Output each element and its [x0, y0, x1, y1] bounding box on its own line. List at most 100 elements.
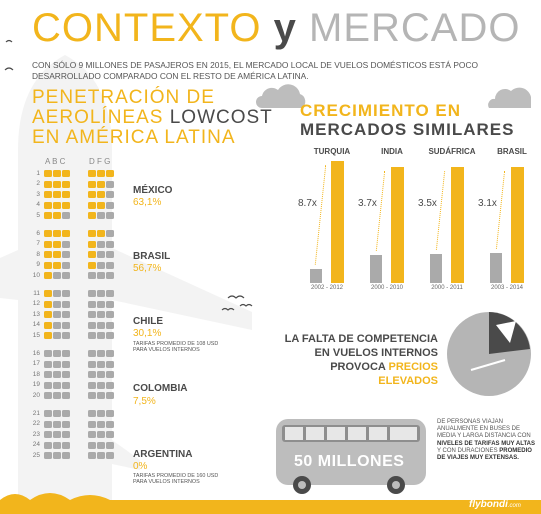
seat	[53, 350, 61, 357]
seat	[97, 431, 105, 439]
seat	[106, 441, 114, 449]
seat	[97, 170, 105, 177]
country-mexico: MÉXICO	[133, 185, 173, 196]
bus-label: 50 MILLONES	[294, 453, 405, 470]
seat	[53, 321, 61, 329]
bus-desc-part1: DE PERSONAS VIAJAN ANUALMENTE EN BUSES D…	[437, 419, 531, 440]
seat	[97, 381, 105, 389]
seat	[62, 381, 70, 389]
seat	[88, 452, 96, 460]
growth-period: 2000 - 2010	[370, 285, 404, 291]
seat	[97, 350, 105, 357]
seat	[88, 180, 96, 188]
seat	[97, 311, 105, 319]
price-pie-chart	[447, 312, 531, 396]
seat	[44, 360, 52, 368]
seat	[88, 392, 96, 400]
seat	[53, 272, 61, 280]
seat-column-header-left: A B C	[45, 157, 66, 166]
growth-period: 2003 - 2014	[490, 285, 524, 291]
bottom-band	[0, 493, 541, 514]
seat	[44, 212, 52, 220]
seat	[44, 300, 52, 308]
seat	[97, 201, 105, 209]
growth-bar-end	[331, 161, 344, 283]
seat	[106, 240, 114, 248]
growth-country-label: SUDÁFRICA	[428, 147, 476, 156]
seat	[62, 332, 70, 340]
note-chile-line2: PARA VUELOS INTERNOS	[133, 347, 200, 354]
flybondi-logo: flybondi.com	[469, 499, 521, 510]
seat	[106, 272, 114, 280]
seat	[53, 251, 61, 259]
seat-row-number: 19	[32, 381, 40, 389]
seat	[88, 272, 96, 280]
seat	[88, 350, 96, 357]
seat	[97, 272, 105, 280]
seat	[62, 420, 70, 428]
growth-multiplier: 3.5x	[418, 198, 437, 209]
seat	[44, 230, 52, 237]
seat	[62, 212, 70, 220]
seat	[88, 381, 96, 389]
competition-line1: LA FALTA DE COMPETENCIA	[284, 333, 438, 345]
seat-row-number: 15	[32, 331, 40, 339]
growth-country-label: TURQUIA	[313, 147, 351, 156]
seat	[97, 212, 105, 220]
seat	[97, 392, 105, 400]
growth-period: 2000 - 2011	[431, 285, 463, 291]
seat-row-number: 24	[32, 441, 40, 449]
seat	[88, 300, 96, 308]
seat	[44, 441, 52, 449]
seat	[97, 441, 105, 449]
seat	[106, 332, 114, 340]
note-argentina-line1: TARIFAS PROMEDIO DE 160 USD	[133, 473, 219, 479]
seat	[106, 300, 114, 308]
seat	[106, 201, 114, 209]
country-brasil: BRASIL	[133, 251, 171, 262]
country-argentina: ARGENTINA	[133, 449, 193, 460]
seat	[62, 311, 70, 319]
note-chile: TARIFAS PROMEDIO DE 108 USD PARA VUELOS …	[133, 341, 218, 354]
seat	[62, 191, 70, 199]
seat	[62, 452, 70, 460]
seat	[97, 230, 105, 237]
seat-row-number: 25	[32, 451, 40, 459]
seat-row-number: 9	[36, 261, 40, 269]
seat	[53, 381, 61, 389]
seat	[88, 261, 96, 269]
seat	[53, 360, 61, 368]
growth-bar-start	[430, 254, 442, 283]
growth-period: 2002 - 2012	[310, 285, 344, 291]
growth-multiplier: 3.7x	[358, 198, 377, 209]
seat	[62, 272, 70, 280]
penetration-title-line1: PENETRACIÓN DE	[32, 87, 215, 108]
seat	[97, 240, 105, 248]
growth-bar-end	[511, 167, 524, 283]
penetration-title-line3: EN AMÉRICA LATINA	[32, 127, 236, 148]
seat	[106, 321, 114, 329]
growth-bar-start	[310, 269, 322, 283]
seat-row-number: 2	[36, 180, 40, 188]
seat	[44, 381, 52, 389]
seat	[62, 290, 70, 297]
competition-line3: PROVOCA	[330, 361, 389, 373]
seat	[106, 251, 114, 259]
seat	[44, 251, 52, 259]
seat	[106, 180, 114, 188]
pct-mexico: 63,1%	[133, 197, 162, 208]
seat	[53, 332, 61, 340]
seat	[88, 371, 96, 379]
growth-multiplier: 3.1x	[478, 198, 497, 209]
pct-argentina: 0%	[133, 461, 148, 472]
seat	[88, 170, 96, 177]
seat	[62, 240, 70, 248]
seat	[53, 371, 61, 379]
growth-multiplier: 8.7x	[298, 198, 317, 209]
seat	[97, 261, 105, 269]
seat	[53, 452, 61, 460]
bus-illustration	[276, 419, 426, 494]
seat	[62, 201, 70, 209]
seat	[106, 191, 114, 199]
